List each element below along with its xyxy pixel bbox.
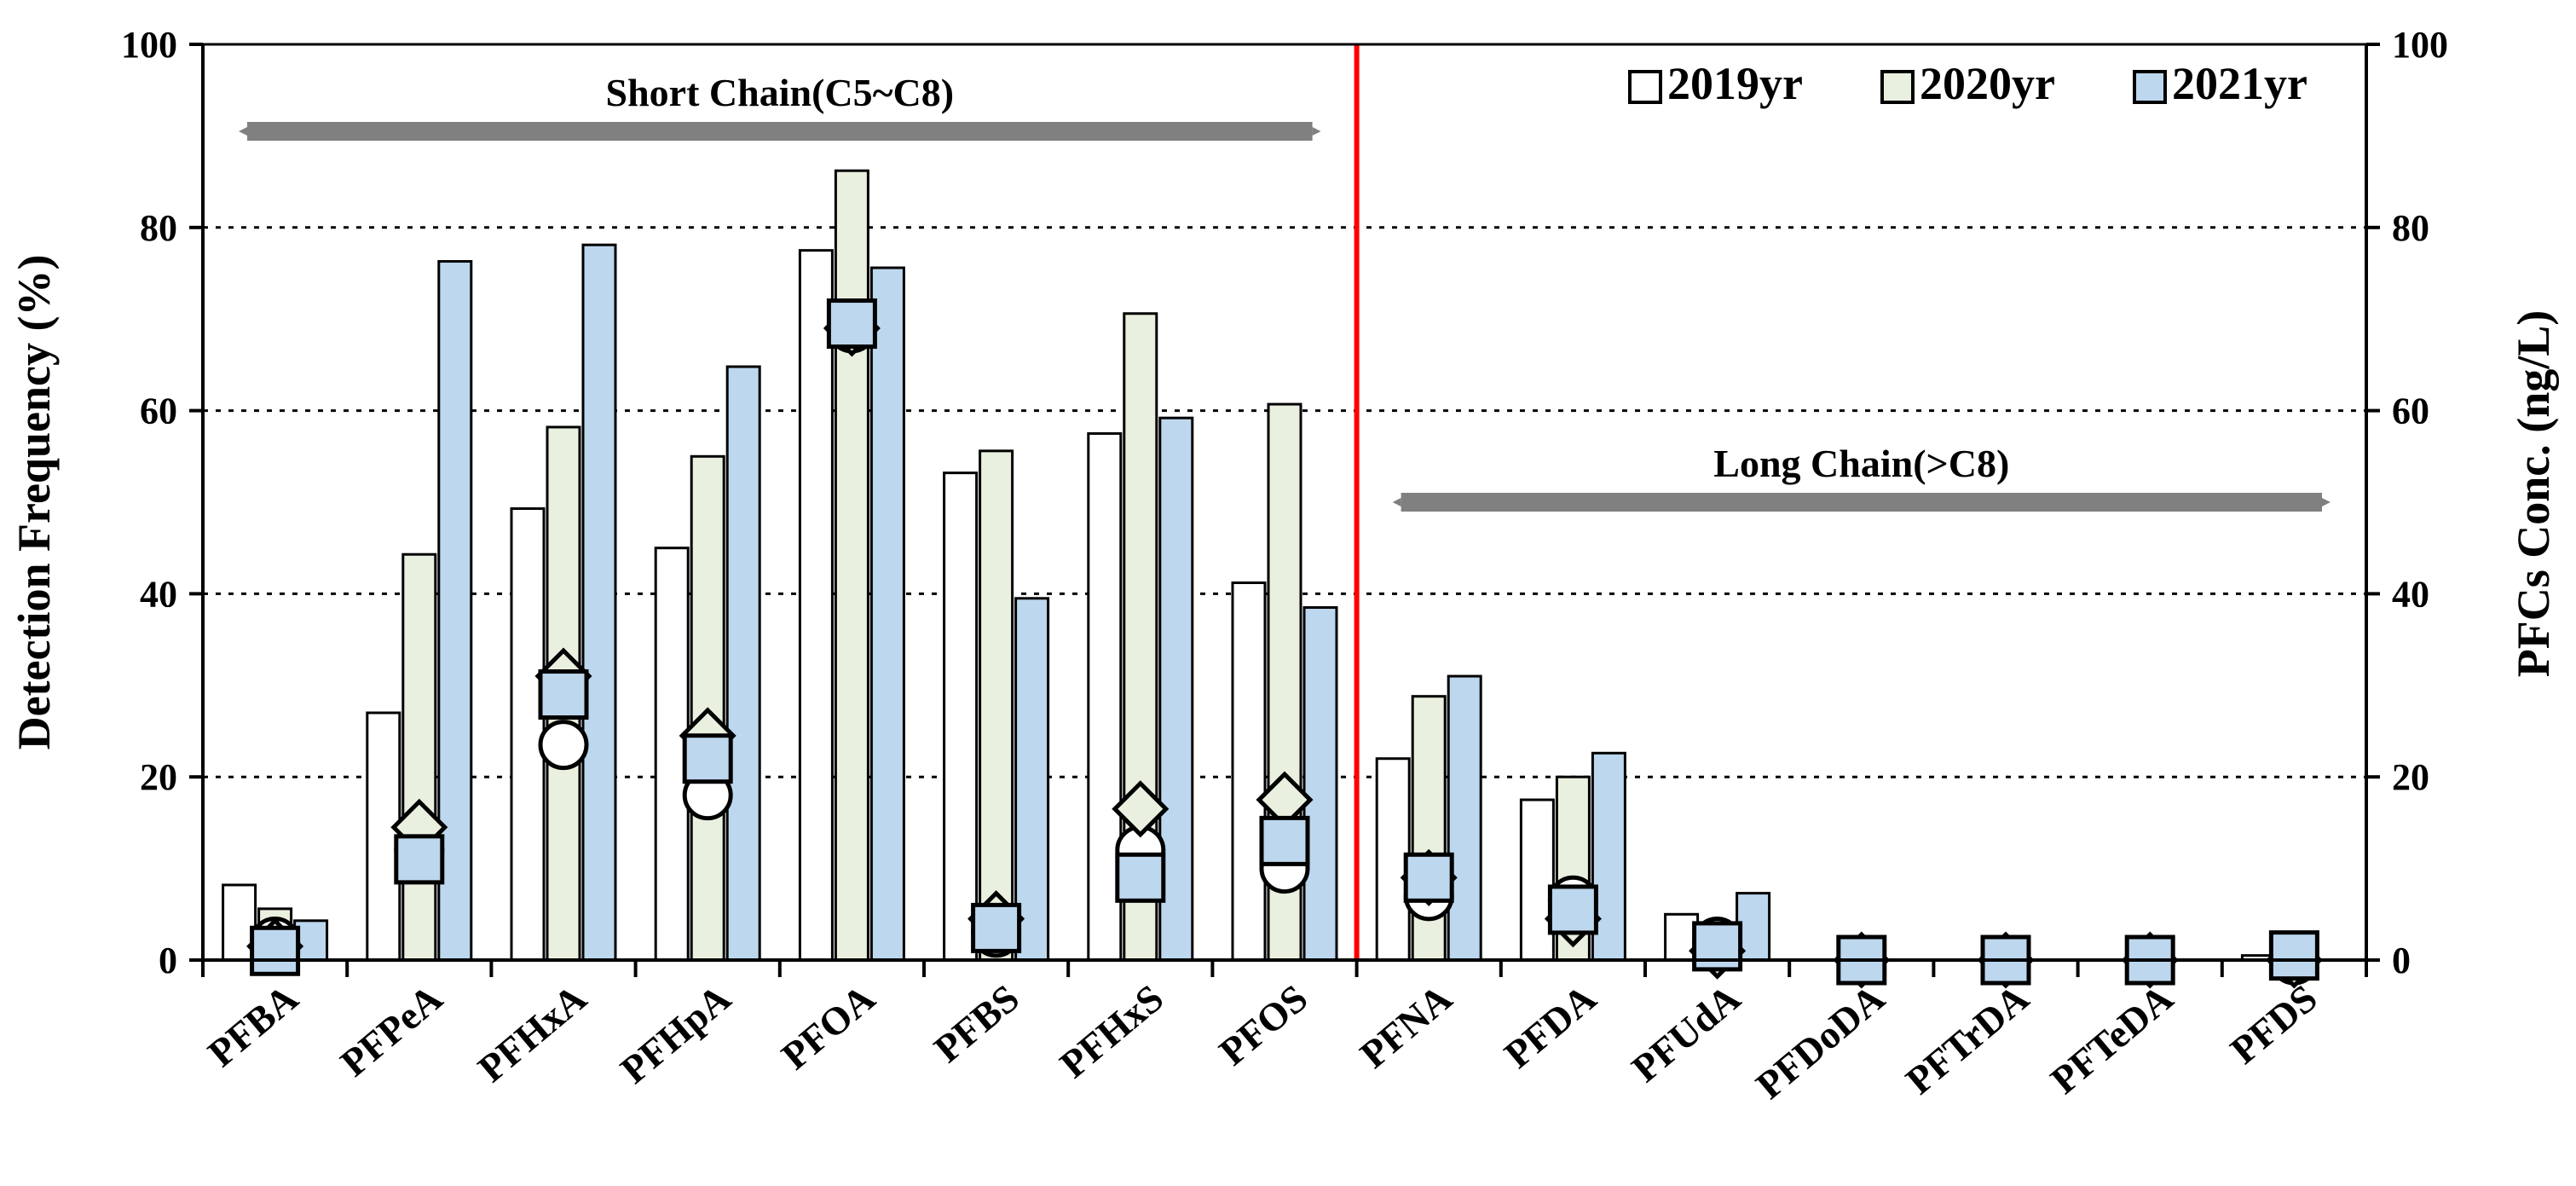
bar-2021yr-pfhpa — [725, 365, 761, 962]
category-label-pfhpa: PFHpA — [612, 976, 738, 1092]
marker-2021yr-pfhxa — [538, 669, 589, 720]
bar-2019yr-pfda — [1519, 798, 1555, 962]
category-label-pfna: PFNA — [1352, 976, 1460, 1077]
bar-2021yr-pfhxa — [581, 243, 617, 962]
marker-2021yr-pfhpa — [682, 733, 733, 784]
marker-2021yr-pfoa — [826, 298, 877, 350]
marker-2021yr-pfhxs — [1115, 852, 1166, 903]
bar-2019yr-pfhxa — [510, 507, 546, 962]
category-label-pfoa: PFOA — [773, 976, 883, 1079]
short-chain-label: Short Chain(C5~C8) — [606, 71, 955, 114]
marker-2021yr-pfpea — [394, 834, 445, 885]
category-label-pfos: PFOS — [1211, 976, 1316, 1074]
bar-2021yr-pfbs — [1014, 597, 1050, 962]
bar-2021yr-pfpea — [437, 260, 473, 962]
bar-2019yr-pfos — [1231, 581, 1267, 962]
bar-2020yr-pfpea — [401, 553, 437, 962]
category-label-pfteda: PFTeDA — [2042, 976, 2181, 1102]
bar-2019yr-pfbs — [943, 472, 979, 962]
category-label-pfhxa: PFHxA — [470, 976, 594, 1091]
bar-2019yr-pfoa — [798, 249, 834, 962]
category-label-pftrda: PFTrDA — [1897, 976, 2036, 1103]
marker-2021yr-pfds — [2268, 930, 2319, 981]
y-tick-label-60: 60 — [140, 391, 177, 432]
legend-swatch-2019yr — [1628, 70, 1662, 104]
bar-2020yr-pfbs — [979, 449, 1014, 962]
category-label-pfbs: PFBS — [926, 976, 1027, 1071]
axes — [189, 43, 2380, 977]
category-label-pfdoda: PFDoDA — [1747, 976, 1892, 1108]
y-tick-label-40: 40 — [140, 573, 177, 615]
y2-tick-label-40: 40 — [2392, 573, 2429, 615]
bar-2021yr-pfoa — [869, 266, 905, 962]
category-label-pfba: PFBA — [199, 976, 306, 1075]
y-tick-label-20: 20 — [140, 756, 177, 798]
legend-label-2019yr: 2019yr — [1667, 58, 1803, 109]
y2-axis-title: PFCs Conc. (ng/L) — [2508, 310, 2559, 678]
category-labels: PFBA PFPeA PFHxA PFHpA PFOA PFBS PFHxS PFOS PFNA… — [199, 976, 2325, 1108]
marker-2021yr-pfda — [1547, 884, 1598, 935]
bar-2020yr-pfoa — [834, 169, 869, 962]
marker-2020yr-pfhxs — [1112, 780, 1170, 838]
y2-tick-label-20: 20 — [2392, 756, 2429, 798]
tick-labels: 0 20 40 60 80 100 0 20 40 60 80 100 — [121, 24, 2448, 981]
marker-2021yr-pfuda — [1692, 921, 1743, 972]
category-label-pfuda: PFUdA — [1624, 976, 1748, 1091]
long-chain-label: Long Chain(>C8) — [1713, 442, 2009, 485]
marker-2021yr-pfbs — [971, 902, 1022, 953]
legend-swatch-2021yr — [2133, 70, 2167, 104]
bar-2021yr-pfna — [1447, 674, 1482, 962]
legend: 2019yr 2020yr 2021yr — [1628, 58, 2307, 109]
y-tick-label-100: 100 — [121, 24, 177, 66]
y-axis-title: Detection Frequency (%) — [9, 255, 60, 750]
category-label-pfhxs: PFHxS — [1052, 976, 1171, 1086]
bars — [222, 169, 2276, 962]
legend-label-2020yr: 2020yr — [1920, 58, 2055, 109]
marker-2021yr-pfos — [1259, 815, 1310, 866]
bar-2021yr-pfos — [1302, 606, 1338, 962]
y2-tick-label-60: 60 — [2392, 391, 2429, 432]
legend-swatch-2020yr — [1880, 70, 1915, 104]
marker-2019yr-pfhxa — [538, 720, 589, 771]
category-label-pfpea: PFPeA — [332, 976, 450, 1085]
y-tick-label-0: 0 — [159, 940, 177, 981]
marker-2021yr-pfna — [1403, 852, 1454, 903]
annotations: Short Chain(C5~C8) Long Chain(>C8) — [239, 71, 2331, 512]
y2-tick-label-80: 80 — [2392, 207, 2429, 249]
category-label-pfda: PFDA — [1496, 976, 1604, 1077]
category-label-pfds: PFDS — [2222, 976, 2325, 1073]
y2-tick-label-100: 100 — [2392, 24, 2448, 66]
y2-tick-label-0: 0 — [2392, 940, 2411, 981]
marker-2021yr-pfba — [250, 925, 301, 976]
y-tick-label-80: 80 — [140, 207, 177, 249]
legend-label-2021yr: 2021yr — [2172, 58, 2307, 109]
